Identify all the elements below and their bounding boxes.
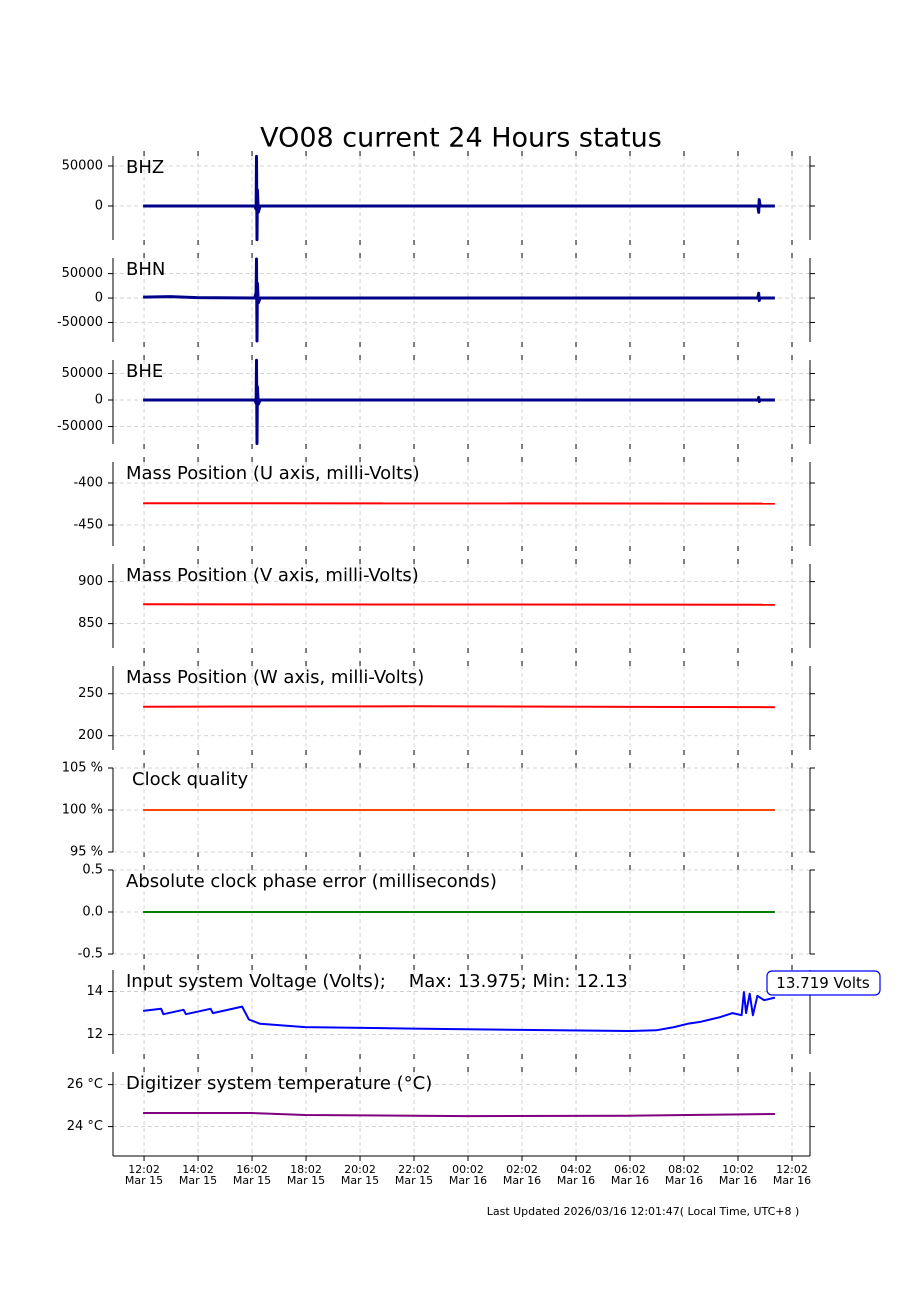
annotation-box — [766, 970, 881, 996]
y-tick-label: 250 — [78, 686, 103, 701]
x-tick-label: 00:02 — [452, 1163, 484, 1176]
x-tick-label: 12:02 — [128, 1163, 160, 1176]
annotation-text: 13.719 Volts — [776, 974, 870, 992]
y-tick-label: 100 % — [62, 803, 103, 818]
x-tick-label: 04:02 — [560, 1163, 592, 1176]
panel-label: Mass Position (W axis, milli-Volts) — [126, 667, 424, 688]
x-tick-label: 20:02 — [344, 1163, 376, 1176]
panel-label: BHN — [126, 259, 165, 280]
y-tick-label: 95 % — [70, 845, 103, 860]
y-tick-label: 26 °C — [67, 1077, 103, 1092]
x-tick-label: Mar 16 — [665, 1174, 703, 1187]
x-tick-label: 16:02 — [236, 1163, 268, 1176]
footer: Last Updated 2026/03/16 12:01:47( Local … — [487, 1205, 800, 1218]
panel-label: Clock quality — [132, 769, 249, 790]
y-tick-label: 0.5 — [82, 863, 103, 878]
y-tick-label: 50000 — [62, 366, 103, 381]
x-tick-label: Mar 16 — [503, 1174, 541, 1187]
page-title: VO08 current 24 Hours status — [260, 123, 662, 154]
y-tick-label: 200 — [78, 728, 103, 743]
x-tick-label: 12:02 — [776, 1163, 808, 1176]
panel-label: BHE — [126, 361, 163, 382]
panel-label: BHZ — [126, 157, 164, 178]
y-tick-label: 0 — [95, 199, 103, 214]
series-line — [143, 257, 775, 343]
x-tick-label: 18:02 — [290, 1163, 322, 1176]
panel-label: Absolute clock phase error (milliseconds… — [126, 871, 497, 892]
x-tick-label: Mar 16 — [611, 1174, 649, 1187]
y-tick-label: -50000 — [57, 419, 103, 434]
x-tick-label: Mar 15 — [341, 1174, 379, 1187]
y-tick-label: 900 — [78, 574, 103, 589]
x-tick-label: Mar 16 — [719, 1174, 757, 1187]
y-tick-label: 50000 — [62, 159, 103, 174]
y-tick-label: -450 — [73, 518, 103, 533]
y-tick-label: 850 — [78, 616, 103, 631]
x-tick-label: Mar 15 — [125, 1174, 163, 1187]
y-tick-label: 0.0 — [82, 905, 103, 920]
x-tick-label: 06:02 — [614, 1163, 646, 1176]
x-tick-label: Mar 16 — [449, 1174, 487, 1187]
y-tick-label: 105 % — [62, 761, 103, 776]
panel-label: Mass Position (U axis, milli-Volts) — [126, 463, 420, 484]
y-tick-label: 12 — [86, 1027, 103, 1042]
y-tick-label: 0 — [95, 393, 103, 408]
x-tick-label: Mar 15 — [233, 1174, 271, 1187]
x-tick-label: 10:02 — [722, 1163, 754, 1176]
x-tick-label: 14:02 — [182, 1163, 214, 1176]
series-line — [143, 154, 775, 242]
x-tick-label: Mar 16 — [773, 1174, 811, 1187]
y-tick-label: 0 — [95, 291, 103, 306]
y-tick-label: 14 — [86, 984, 103, 999]
series-line — [143, 358, 775, 445]
annotation: 13.719 Volts — [766, 970, 881, 996]
x-tick-label: 02:02 — [506, 1163, 538, 1176]
x-tick-label: Mar 16 — [557, 1174, 595, 1187]
x-tick-label: 22:02 — [398, 1163, 430, 1176]
y-tick-label: 50000 — [62, 266, 103, 281]
series-line — [143, 1112, 775, 1118]
y-tick-label: -400 — [73, 476, 103, 491]
panel-label: Digitizer system temperature (°C) — [126, 1073, 432, 1094]
y-tick-label: 24 °C — [67, 1119, 103, 1134]
panel-label: Input system Voltage (Volts); Max: 13.97… — [126, 971, 628, 992]
y-tick-label: -50000 — [57, 315, 103, 330]
y-tick-label: -0.5 — [78, 947, 103, 962]
series-line — [142, 991, 776, 1032]
x-tick-label: Mar 15 — [287, 1174, 325, 1187]
series-line — [143, 705, 775, 709]
x-tick-label: Mar 15 — [179, 1174, 217, 1187]
x-tick-label: Mar 15 — [395, 1174, 433, 1187]
panel-label: Mass Position (V axis, milli-Volts) — [126, 565, 419, 586]
x-tick-label: 08:02 — [668, 1163, 700, 1176]
